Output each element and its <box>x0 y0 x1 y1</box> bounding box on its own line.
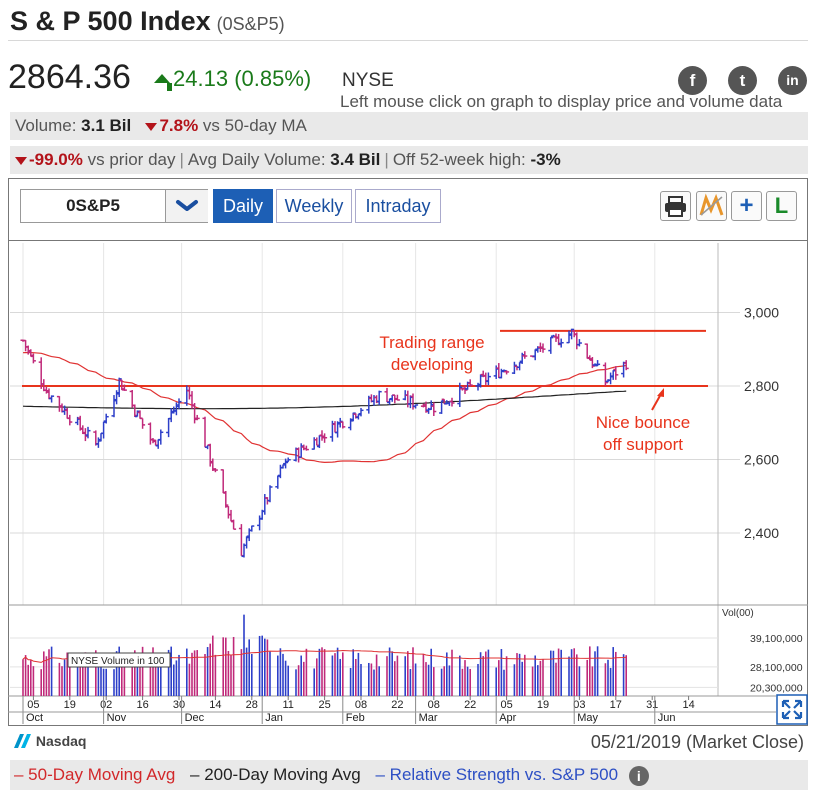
tab-intraday[interactable]: Intraday <box>355 189 441 223</box>
legend-ma200[interactable]: – 200-Day Moving Avg <box>190 765 361 784</box>
price-change: 24.13 (0.85%) <box>154 66 311 92</box>
facebook-icon[interactable]: f <box>678 66 707 95</box>
printer-icon <box>665 196 686 217</box>
exchange-label: NYSE <box>342 70 394 91</box>
chart-style-button[interactable] <box>696 191 727 221</box>
ma-change: 7.8% <box>159 116 199 135</box>
twitter-icon[interactable]: t <box>728 66 757 95</box>
symbol-dropdown-button[interactable] <box>165 190 208 222</box>
legend-relative-strength[interactable]: – Relative Strength vs. S&P 500 <box>375 765 619 784</box>
tab-weekly[interactable]: Weekly <box>276 189 352 223</box>
chevron-down-icon <box>176 200 198 211</box>
divider <box>8 40 808 41</box>
symbol-label: (0S&P5) <box>216 14 285 34</box>
l-button[interactable]: L <box>766 191 797 221</box>
up-arrow-icon <box>154 74 172 91</box>
symbol-input[interactable]: 0S&P5 <box>66 196 120 215</box>
nasdaq-logo: Nasdaq <box>14 733 86 749</box>
market-date: 05/21/2019 (Market Close) <box>590 732 804 752</box>
volume-value: 3.1 Bil <box>81 116 132 135</box>
nasdaq-logo-icon <box>14 734 31 748</box>
volume-detail-bar: -99.0% vs prior day | Avg Daily Volume: 3.… <box>10 146 808 174</box>
legend-ma50[interactable]: – 50-Day Moving Avg <box>14 765 176 784</box>
down-arrow-icon <box>145 123 158 131</box>
linkedin-icon[interactable]: in <box>778 66 807 95</box>
print-button[interactable] <box>660 191 691 221</box>
chart-frame <box>8 178 808 726</box>
chart-style-icon <box>699 193 724 216</box>
chart-legend: – 50-Day Moving Avg – 200-Day Moving Avg… <box>10 760 808 790</box>
volume-stats-bar: Volume: 3.1 Bil 7.8% vs 50-day MA <box>10 112 808 140</box>
symbol-selector[interactable]: 0S&P5 <box>20 189 208 223</box>
tab-daily[interactable]: Daily <box>213 189 273 223</box>
off-high-value: -3% <box>530 150 561 169</box>
toolbar-divider <box>8 240 808 241</box>
info-icon[interactable]: i <box>628 765 649 786</box>
last-price: 2864.36 <box>8 58 131 96</box>
avg-volume-value: 3.4 Bil <box>330 150 381 169</box>
page-title: S & P 500 Index (0S&P5) <box>10 6 285 36</box>
chart-hint: Left mouse click on graph to display pri… <box>340 92 783 111</box>
prior-day-change: -99.0% <box>29 150 83 169</box>
price-change-pct: (0.85%) <box>234 66 312 91</box>
down-arrow-icon <box>15 157 27 165</box>
add-indicator-button[interactable]: + <box>731 191 762 221</box>
